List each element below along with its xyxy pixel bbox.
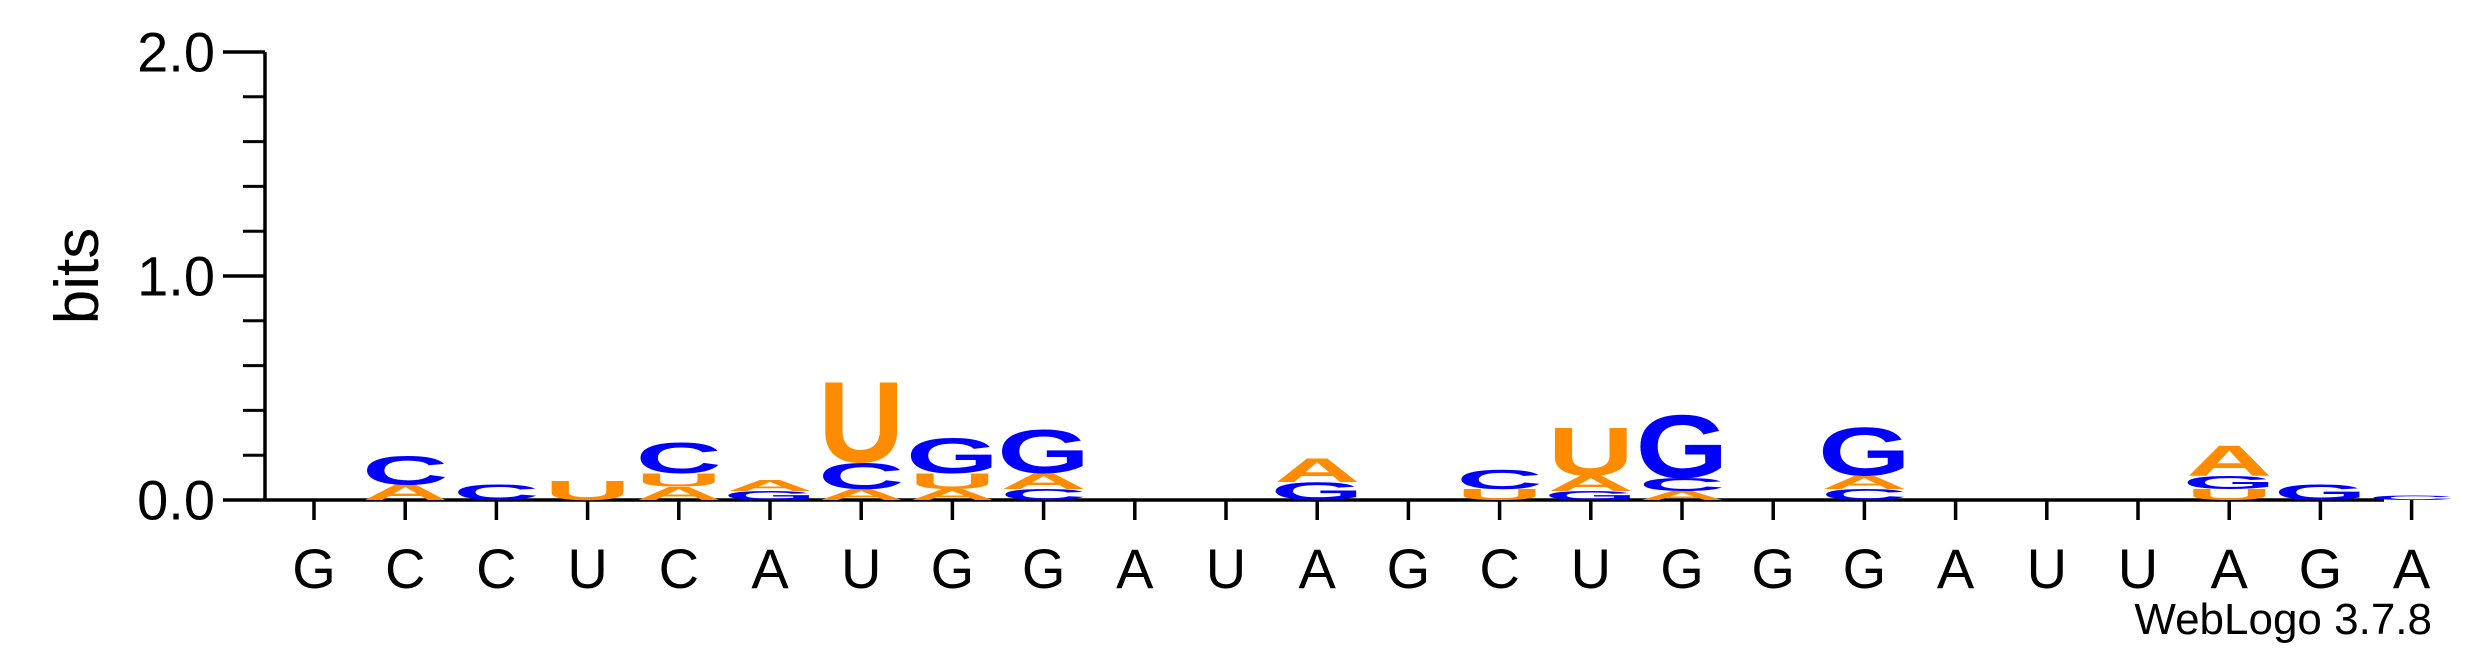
x-tick-label: C: [476, 537, 516, 600]
x-tick-label: G: [292, 537, 336, 600]
logo-letter-U: U: [1456, 486, 1542, 503]
y-tick-label-1: 1.0: [137, 245, 215, 308]
y-tick-label-0: 0.0: [137, 469, 215, 532]
logo-letter-U: U: [1548, 413, 1634, 490]
x-tick-label: G: [2299, 537, 2343, 600]
x-ticks: [312, 500, 2414, 520]
logo-letter-A: A: [362, 480, 448, 504]
x-tick-label: A: [2211, 537, 2249, 600]
logo-letter-A: A: [909, 486, 995, 503]
logo-letter-U: U: [636, 470, 722, 491]
logo-letter-G: G: [2183, 472, 2276, 493]
x-tick-label: G: [1751, 537, 1795, 600]
y-axis-label: bits: [43, 228, 112, 324]
logo-letter-U: U: [2186, 486, 2272, 503]
logo-letter-G: G: [724, 489, 817, 503]
logo-letter-A: A: [1274, 451, 1360, 490]
x-tick-label: U: [2118, 537, 2158, 600]
logo-letter-A: A: [1821, 472, 1907, 493]
logo-letter-G: G: [1544, 489, 1637, 503]
logo-letter-C: C: [2368, 494, 2454, 501]
x-tick-label: U: [1571, 537, 1611, 600]
logo-letter-U: U: [909, 469, 995, 493]
logo-letter-C: C: [1000, 486, 1086, 503]
x-tick-label: G: [1843, 537, 1887, 600]
logo-letter-G: G: [906, 428, 999, 484]
logo-letter-C: C: [818, 455, 904, 497]
logo-letter-C: C: [362, 448, 448, 493]
logo-letter-A: A: [2186, 437, 2272, 485]
x-tick-label: A: [1116, 537, 1154, 600]
logo-letter-G: G: [2274, 480, 2367, 504]
x-tick-label: G: [1387, 537, 1431, 600]
x-tick-label: U: [567, 537, 607, 600]
logo-letter-U: U: [818, 358, 904, 487]
logo-letter-A: A: [1000, 469, 1086, 493]
x-tick-label: C: [1479, 537, 1519, 600]
logo-letter-C: C: [1639, 474, 1725, 495]
x-tick-label: C: [659, 537, 699, 600]
y-tick-label-2: 2.0: [137, 21, 215, 84]
logo-letter-G: G: [1271, 478, 1364, 506]
weblogo-version: WebLogo 3.7.8: [2134, 595, 2432, 644]
logo-letter-A: A: [1639, 489, 1725, 503]
logo-letter-A: A: [1548, 471, 1634, 495]
x-tick-label: U: [2027, 537, 2067, 600]
logo-letter-G: G: [1818, 413, 1911, 490]
x-tick-label: U: [1206, 537, 1246, 600]
x-tick-label: A: [1299, 537, 1337, 600]
logo-letter-A: A: [818, 486, 904, 503]
logo-letter-C: C: [453, 480, 539, 504]
logo-letter-A: A: [727, 477, 813, 494]
x-tick-label: A: [1937, 537, 1975, 600]
logo-letter-C: C: [636, 434, 722, 482]
logo-letter-C: C: [1821, 486, 1907, 503]
y-axis: 0.0 1.0 2.0 bits: [43, 21, 267, 532]
x-tick-label: G: [931, 537, 975, 600]
x-tick-label: A: [751, 537, 789, 600]
x-tick-label: G: [1660, 537, 1704, 600]
x-tick-label: A: [2393, 537, 2431, 600]
x-tick-label: U: [841, 537, 881, 600]
logo-letter-G: G: [1636, 397, 1729, 498]
logo-letter-G: G: [997, 418, 1090, 487]
logo-letter-C: C: [1456, 464, 1542, 495]
y-minor-ticks: [243, 95, 265, 457]
logo-letter-U: U: [544, 475, 630, 506]
x-tick-label: C: [385, 537, 425, 600]
logo-letter-A: A: [636, 483, 722, 504]
x-tick-label: G: [1022, 537, 1066, 600]
